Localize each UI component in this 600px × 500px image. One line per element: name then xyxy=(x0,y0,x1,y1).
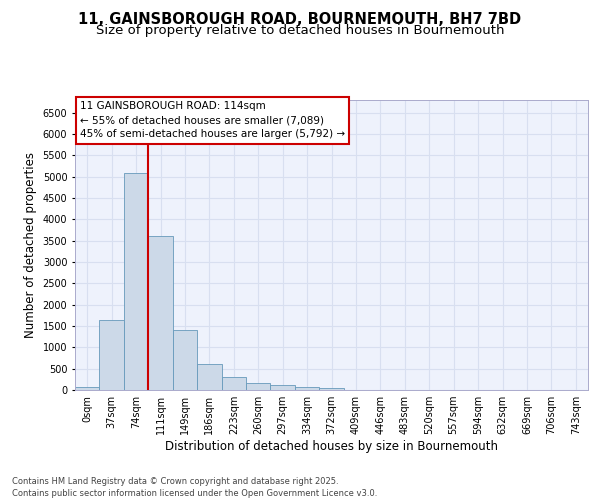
Text: 11, GAINSBOROUGH ROAD, BOURNEMOUTH, BH7 7BD: 11, GAINSBOROUGH ROAD, BOURNEMOUTH, BH7 … xyxy=(79,12,521,28)
Text: 11 GAINSBOROUGH ROAD: 114sqm
← 55% of detached houses are smaller (7,089)
45% of: 11 GAINSBOROUGH ROAD: 114sqm ← 55% of de… xyxy=(80,102,345,140)
Bar xyxy=(75,387,100,390)
Bar xyxy=(100,320,124,390)
Bar xyxy=(295,387,319,390)
Bar xyxy=(124,172,148,390)
Bar xyxy=(319,388,344,390)
Bar xyxy=(271,385,295,390)
Bar xyxy=(221,377,246,390)
Bar xyxy=(197,364,221,390)
Bar xyxy=(246,384,271,390)
Y-axis label: Number of detached properties: Number of detached properties xyxy=(24,152,37,338)
Text: Contains HM Land Registry data © Crown copyright and database right 2025.
Contai: Contains HM Land Registry data © Crown c… xyxy=(12,476,377,498)
Bar xyxy=(148,236,173,390)
Text: Size of property relative to detached houses in Bournemouth: Size of property relative to detached ho… xyxy=(96,24,504,37)
Bar xyxy=(173,330,197,390)
X-axis label: Distribution of detached houses by size in Bournemouth: Distribution of detached houses by size … xyxy=(165,440,498,453)
